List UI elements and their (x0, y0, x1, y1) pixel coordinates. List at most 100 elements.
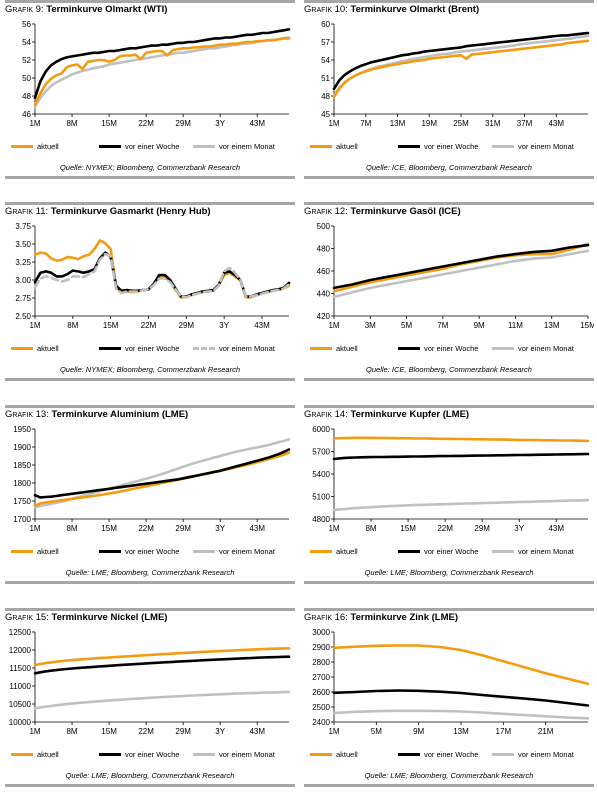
y-tick-label: 6000 (312, 425, 330, 434)
y-tick-label: 48 (22, 92, 31, 101)
legend-swatch (99, 550, 121, 553)
x-tick-label: 15M (580, 321, 594, 330)
chart-title: Grafik 12: Terminkurve Gasöl (ICE) (304, 206, 461, 217)
y-tick-label: 54 (321, 56, 330, 65)
y-tick-label: 2700 (312, 673, 330, 682)
y-tick-label: 48 (321, 92, 330, 101)
y-tick-label: 1900 (13, 443, 31, 452)
chart-source: Quelle: NYMEX; Bloomberg, Commerzbank Re… (59, 163, 241, 172)
legend-label: aktuell (37, 344, 59, 353)
legend-item: aktuell (11, 750, 59, 759)
y-tick-label: 440 (317, 290, 331, 299)
legend-label: vor einem Monat (219, 547, 275, 556)
chart-panel: Grafik 10: Terminkurve Olmarkt (Brent) 45… (304, 0, 594, 180)
x-tick-label: 29M (474, 524, 490, 533)
x-tick-label: 15M (101, 524, 117, 533)
chart-number: Grafik 16: (304, 612, 348, 623)
chart-panel: Grafik 13: Terminkurve Aluminium (LME) 17… (5, 405, 295, 585)
x-tick-label: 31M (485, 119, 501, 128)
legend-label: aktuell (336, 344, 358, 353)
x-tick-label: 8M (66, 727, 77, 736)
y-tick-label: 12500 (9, 628, 32, 637)
chart-number: Grafik 9: (5, 4, 44, 15)
chart-title-text: Terminkurve Nickel (LME) (48, 612, 168, 623)
divider (5, 608, 295, 611)
x-tick-label: 29M (175, 727, 191, 736)
x-tick-label: 22M (138, 119, 154, 128)
legend-item: aktuell (11, 547, 59, 556)
legend-label: vor einem Monat (219, 142, 275, 151)
divider (304, 202, 594, 205)
legend-item: vor einem Monat (492, 547, 574, 556)
chart-number: Grafik 14: (304, 409, 348, 420)
legend-item: aktuell (310, 142, 358, 151)
y-tick-label: 1700 (13, 515, 31, 524)
x-tick-label: 43M (249, 524, 265, 533)
divider (304, 176, 594, 179)
legend-item: vor einer Woche (99, 344, 179, 353)
x-tick-label: 1M (328, 119, 339, 128)
y-tick-label: 1750 (13, 497, 31, 506)
legend-label: vor einer Woche (125, 142, 180, 151)
legend-label: vor einem Monat (518, 547, 574, 556)
legend-swatch (11, 550, 33, 553)
series-line-woche (332, 243, 590, 290)
y-tick-label: 4800 (312, 515, 330, 524)
x-tick-label: 15M (101, 119, 117, 128)
x-tick-label: 8M (66, 524, 77, 533)
y-tick-label: 45 (321, 110, 330, 119)
x-tick-label: 22M (138, 524, 154, 533)
x-tick-label: 13M (390, 119, 406, 128)
series-line-monat (33, 36, 291, 109)
chart-number: Grafik 10: (304, 4, 348, 15)
legend-swatch (492, 347, 514, 350)
y-tick-label: 2.75 (15, 294, 31, 303)
chart-title-text: Terminkurve Olmarkt (Brent) (347, 4, 480, 15)
divider (5, 202, 295, 205)
divider (304, 784, 594, 787)
legend-item: vor einem Monat (492, 142, 574, 151)
chart-title-text: Terminkurve Zink (LME) (347, 612, 459, 623)
y-tick-label: 5700 (312, 448, 330, 457)
x-tick-label: 7M (360, 119, 371, 128)
legend-swatch (492, 145, 514, 148)
x-tick-label: 17M (496, 727, 512, 736)
x-tick-label: 3Y (215, 119, 225, 128)
legend-item: aktuell (11, 142, 59, 151)
y-tick-label: 5400 (312, 470, 330, 479)
legend-swatch (11, 347, 33, 350)
chart-title-text: Terminkurve Olmarkt (WTI) (43, 4, 168, 15)
legend-label: vor einer Woche (125, 344, 180, 353)
x-tick-label: 15M (103, 321, 119, 330)
y-tick-label: 11000 (9, 682, 31, 691)
x-tick-label: 22M (141, 321, 157, 330)
x-tick-label: 22M (138, 727, 154, 736)
x-tick-label: 1M (29, 119, 40, 128)
chart-source: Quelle: LME; Bloomberg, Commerzbank Rese… (65, 771, 235, 780)
legend-item: aktuell (11, 344, 59, 353)
legend-swatch (398, 753, 420, 756)
x-tick-label: 43M (249, 119, 265, 128)
y-tick-label: 2400 (312, 718, 330, 727)
y-tick-label: 1950 (13, 425, 31, 434)
x-tick-label: 37M (517, 119, 533, 128)
chart-title: Grafik 13: Terminkurve Aluminium (LME) (5, 409, 188, 420)
legend-label: vor einer Woche (125, 547, 180, 556)
legend-label: vor einem Monat (518, 142, 574, 151)
chart-title: Grafik 11: Terminkurve Gasmarkt (Henry H… (5, 206, 211, 217)
chart-number: Grafik 11: (5, 206, 49, 217)
legend-swatch (310, 347, 332, 350)
y-tick-label: 11500 (9, 664, 31, 673)
series-line-woche (33, 655, 291, 675)
chart-panel: Grafik 14: Terminkurve Kupfer (LME) 4800 5… (304, 405, 594, 585)
y-tick-label: 2.50 (15, 312, 31, 321)
x-tick-label: 43M (249, 727, 265, 736)
x-tick-label: 3Y (215, 727, 225, 736)
x-tick-label: 22M (437, 524, 453, 533)
legend-item: vor einem Monat (193, 547, 275, 556)
line-chart: 45 48 51 54 57 60 1M 7M 13M 19M 25M 31M 37M 43M (321, 20, 590, 128)
legend-item: vor einer Woche (398, 142, 478, 151)
legend-item: vor einem Monat (492, 750, 574, 759)
x-tick-label: 1M (29, 524, 40, 533)
legend-item: vor einem Monat (193, 344, 275, 353)
